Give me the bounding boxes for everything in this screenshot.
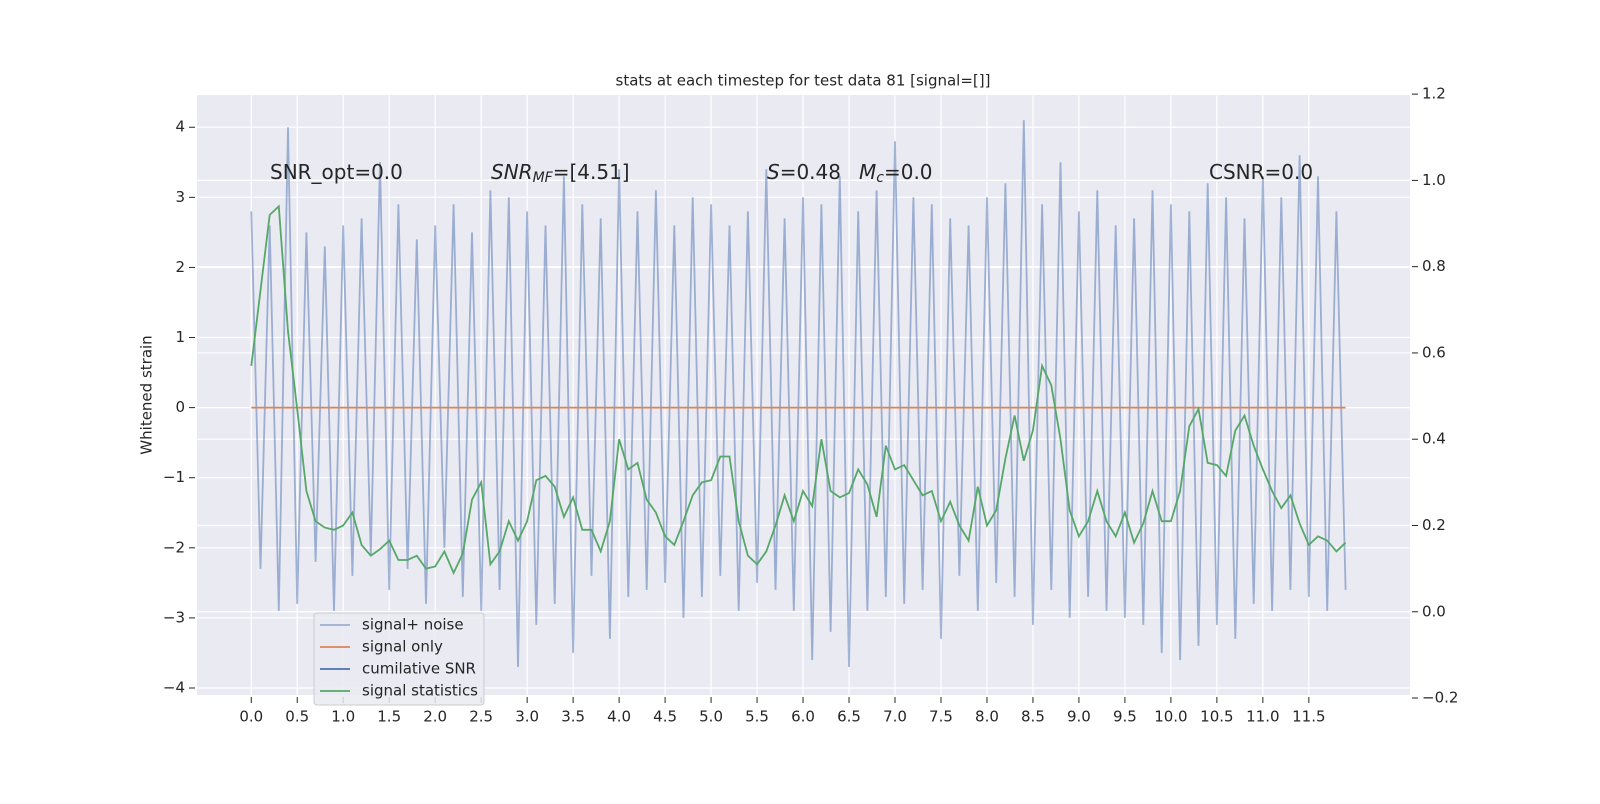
y2-tick-label: −0.2	[1422, 689, 1458, 707]
y2-tick-label: 0.4	[1422, 430, 1446, 448]
annotation-rest: =0.0	[884, 160, 933, 184]
legend-label: signal only	[362, 638, 443, 656]
x-tick-label: 10.0	[1154, 708, 1187, 726]
series-line	[250, 120, 1347, 668]
x-tick-label: 1.5	[377, 708, 401, 726]
legend-label: cumilative SNR	[362, 660, 476, 678]
y2-tick-label: 0.6	[1422, 343, 1446, 361]
annotation: CSNR=0.0	[1209, 160, 1313, 184]
annotation: Mc=0.0	[859, 160, 933, 187]
y-tick-label: −3	[163, 608, 185, 626]
chart-title: stats at each timestep for test data 81 …	[616, 72, 991, 90]
x-tick-label: 10.5	[1200, 708, 1233, 726]
annotation-sub: c	[876, 170, 884, 186]
y2-tick-label: 1.2	[1422, 85, 1446, 103]
x-tick-label: 3.5	[561, 708, 585, 726]
y-tick-label: −1	[163, 468, 185, 486]
annotation: S=0.48	[767, 160, 841, 184]
annotation-sub: MF	[533, 170, 554, 186]
x-tick-label: 9.0	[1067, 708, 1091, 726]
x-tick-label: 6.0	[791, 708, 815, 726]
x-tick-label: 3.0	[515, 708, 539, 726]
y-tick-label: 1	[175, 328, 185, 346]
y-tick-label: 4	[175, 118, 185, 136]
annotation-rest: =[4.51]	[553, 160, 630, 184]
annotation: SNR_opt=0.0	[270, 160, 403, 184]
x-tick-label: 7.5	[929, 708, 953, 726]
x-tick-label: 2.5	[469, 708, 493, 726]
x-tick-label: 4.5	[653, 708, 677, 726]
y-tick-label: 0	[175, 398, 185, 416]
annotation: SNRMF=[4.51]	[491, 160, 630, 187]
x-tick-label: 5.0	[699, 708, 723, 726]
x-tick-label: 0.0	[239, 708, 263, 726]
y-tick-label: 3	[175, 188, 185, 206]
x-tick-label: 8.5	[1021, 708, 1045, 726]
y2-tick-label: 1.0	[1422, 171, 1446, 189]
x-tick-label: 2.0	[423, 708, 447, 726]
y2-tick-label: 0.8	[1422, 257, 1446, 275]
y-axis-label: Whitened strain	[138, 335, 156, 454]
x-tick-label: 1.0	[331, 708, 355, 726]
x-tick-label: 8.0	[975, 708, 999, 726]
legend-label: signal statistics	[362, 682, 478, 700]
y-tick-label: 2	[175, 258, 185, 276]
y2-tick-label: 0.0	[1422, 602, 1446, 620]
annotation-main: S	[767, 160, 780, 184]
y-tick-label: −4	[163, 678, 185, 696]
x-tick-label: 5.5	[745, 708, 769, 726]
x-tick-label: 9.5	[1113, 708, 1137, 726]
y2-tick-label: 0.2	[1422, 516, 1446, 534]
x-tick-label: 11.5	[1292, 708, 1325, 726]
x-tick-label: 7.0	[883, 708, 907, 726]
annotation-main: CSNR=0.0	[1209, 160, 1313, 184]
x-tick-label: 4.0	[607, 708, 631, 726]
x-tick-label: 11.0	[1246, 708, 1279, 726]
annotation-main: M	[859, 160, 876, 184]
annotation-main: SNR	[491, 160, 533, 184]
annotation-rest: =0.48	[780, 160, 841, 184]
annotation-main: SNR_opt=0.0	[270, 160, 403, 184]
y-tick-label: −2	[163, 538, 185, 556]
x-tick-label: 0.5	[285, 708, 309, 726]
series-line	[250, 204, 1347, 576]
legend-box	[313, 612, 485, 706]
legend-label: signal+ noise	[362, 616, 464, 634]
x-tick-label: 6.5	[837, 708, 861, 726]
